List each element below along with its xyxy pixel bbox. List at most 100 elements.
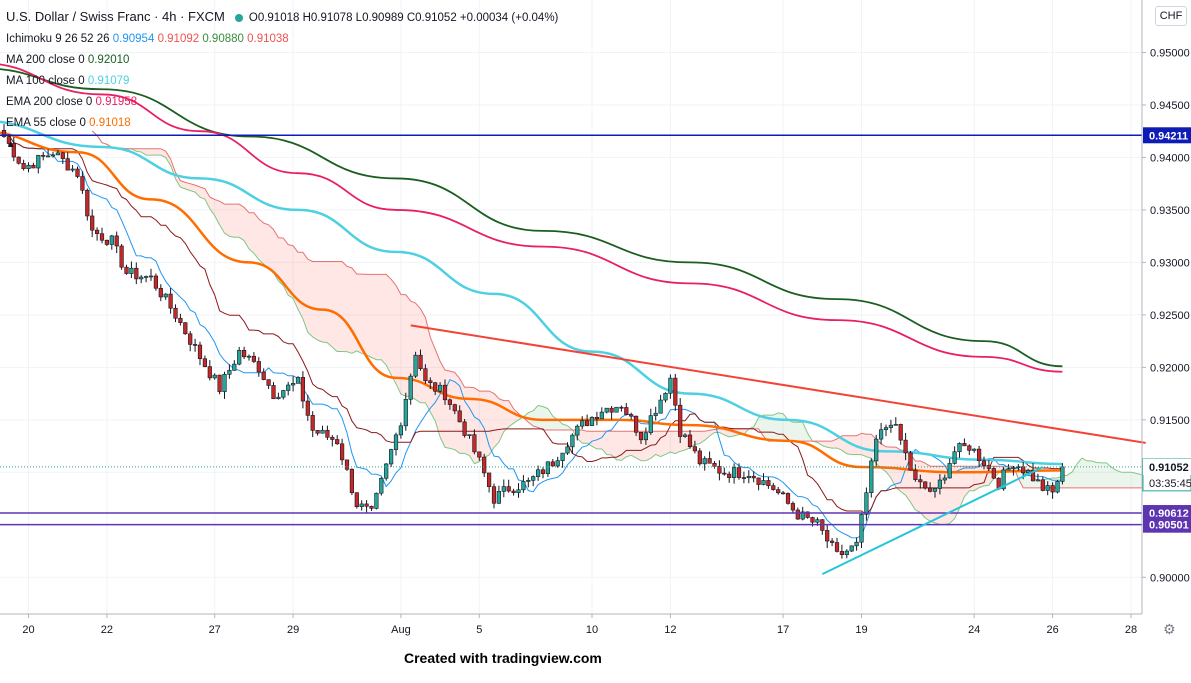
cloud-segment bbox=[1067, 471, 1073, 488]
candle-body bbox=[26, 164, 31, 169]
cloud-segment bbox=[949, 466, 955, 524]
candle-body bbox=[50, 154, 56, 157]
gear-icon[interactable]: ⚙ bbox=[1163, 621, 1176, 637]
candle bbox=[1045, 481, 1050, 496]
cloud-segment bbox=[204, 188, 210, 209]
candle bbox=[330, 435, 335, 447]
cloud-segment bbox=[925, 463, 931, 522]
currency-badge[interactable]: CHF bbox=[1155, 6, 1187, 26]
candle bbox=[584, 414, 590, 427]
candle bbox=[678, 398, 683, 444]
cloud-segment bbox=[954, 466, 960, 519]
cloud-segment bbox=[440, 361, 445, 448]
candle-body bbox=[937, 479, 942, 489]
cloud-segment bbox=[616, 431, 622, 461]
cloud-segment bbox=[479, 391, 485, 462]
candle-body bbox=[707, 458, 712, 464]
candle bbox=[207, 360, 212, 381]
candle-body bbox=[570, 434, 575, 448]
cloud-segment bbox=[312, 261, 318, 341]
cloud-segment bbox=[974, 466, 980, 491]
candle-body bbox=[584, 420, 590, 426]
candle-body bbox=[776, 489, 781, 494]
candle bbox=[1060, 463, 1065, 485]
candle-body bbox=[555, 460, 560, 467]
legend-collapse-icon[interactable]: ▲ bbox=[6, 139, 16, 150]
cloud-segment bbox=[719, 428, 725, 435]
legend-ma100[interactable]: MA 100 close 0 0.91079 bbox=[6, 71, 558, 92]
candle bbox=[104, 239, 109, 246]
candle-body bbox=[991, 468, 996, 479]
cloud-segment bbox=[1106, 462, 1112, 488]
cloud-segment bbox=[1077, 458, 1082, 488]
cloud-segment bbox=[430, 337, 436, 421]
candle-body bbox=[36, 154, 41, 169]
candle bbox=[555, 456, 560, 468]
candle bbox=[967, 444, 972, 455]
close-value: C0.91052 bbox=[406, 12, 457, 24]
cloud-segment bbox=[626, 431, 632, 457]
candle-body bbox=[442, 384, 448, 401]
cloud-segment bbox=[249, 212, 254, 254]
level-price-label: 0.90501 bbox=[1149, 520, 1189, 532]
candle-body bbox=[746, 475, 751, 479]
cloud-segment bbox=[141, 148, 147, 156]
cloud-segment bbox=[494, 393, 499, 448]
candle-body bbox=[903, 439, 908, 454]
candle bbox=[300, 371, 306, 409]
candle-body bbox=[11, 143, 16, 158]
legend-ma200[interactable]: MA 200 close 0 0.92010 bbox=[6, 50, 558, 71]
cloud-segment bbox=[1116, 470, 1122, 488]
candle-body bbox=[727, 473, 732, 478]
candle-body bbox=[212, 374, 217, 379]
x-tick-label: 27 bbox=[209, 624, 221, 636]
legend-ema55[interactable]: EMA 55 close 0 0.91018 bbox=[6, 113, 558, 134]
candle bbox=[408, 373, 413, 405]
x-tick-label: 19 bbox=[855, 624, 867, 636]
candle-body bbox=[178, 317, 183, 323]
candle-body bbox=[227, 370, 232, 375]
candle bbox=[883, 424, 889, 437]
cloud-segment bbox=[356, 274, 362, 354]
candle-body bbox=[1035, 479, 1040, 482]
candle-body bbox=[339, 443, 345, 461]
candle bbox=[11, 136, 16, 162]
cloud-segment bbox=[557, 419, 563, 430]
cloud-segment bbox=[332, 261, 338, 352]
candle-body bbox=[790, 503, 795, 511]
cloud-segment bbox=[293, 245, 298, 310]
candle-body bbox=[41, 154, 46, 157]
candle bbox=[437, 382, 443, 393]
candle bbox=[315, 430, 320, 436]
candle bbox=[75, 166, 80, 179]
candle bbox=[864, 487, 869, 521]
candle bbox=[320, 425, 325, 434]
level-price-tag bbox=[1143, 516, 1191, 533]
candle-body bbox=[310, 415, 315, 431]
candle-body bbox=[766, 480, 771, 486]
candle bbox=[624, 402, 629, 416]
candle-body bbox=[869, 460, 874, 494]
candle bbox=[188, 331, 193, 352]
candle bbox=[673, 373, 678, 411]
cloud-segment bbox=[229, 204, 235, 238]
cloud-segment bbox=[415, 303, 421, 403]
cloud-segment bbox=[758, 415, 764, 437]
candle bbox=[609, 406, 614, 420]
candle bbox=[124, 264, 129, 275]
cloud-segment bbox=[165, 151, 171, 166]
cloud-segment bbox=[283, 237, 289, 296]
cloud-segment bbox=[224, 204, 230, 237]
ma-line-ma200 bbox=[0, 68, 1063, 368]
candle-body bbox=[349, 468, 355, 493]
time-axis[interactable]: 20 22 27 29 Aug 5 10 12 17 19 24 26 28 bbox=[0, 613, 1142, 636]
symbol-title[interactable]: U.S. Dollar / Swiss Franc · 4h · FXCM bbox=[6, 9, 225, 24]
candle bbox=[766, 477, 771, 489]
legend-ema200[interactable]: EMA 200 close 0 0.91958 bbox=[6, 92, 558, 113]
legend-ichimoku[interactable]: Ichimoku 9 26 52 26 0.90954 0.91092 0.90… bbox=[6, 29, 558, 50]
candle bbox=[790, 501, 795, 514]
candle bbox=[839, 544, 844, 559]
level-price-label: 0.94211 bbox=[1149, 130, 1188, 142]
candle bbox=[379, 477, 384, 496]
